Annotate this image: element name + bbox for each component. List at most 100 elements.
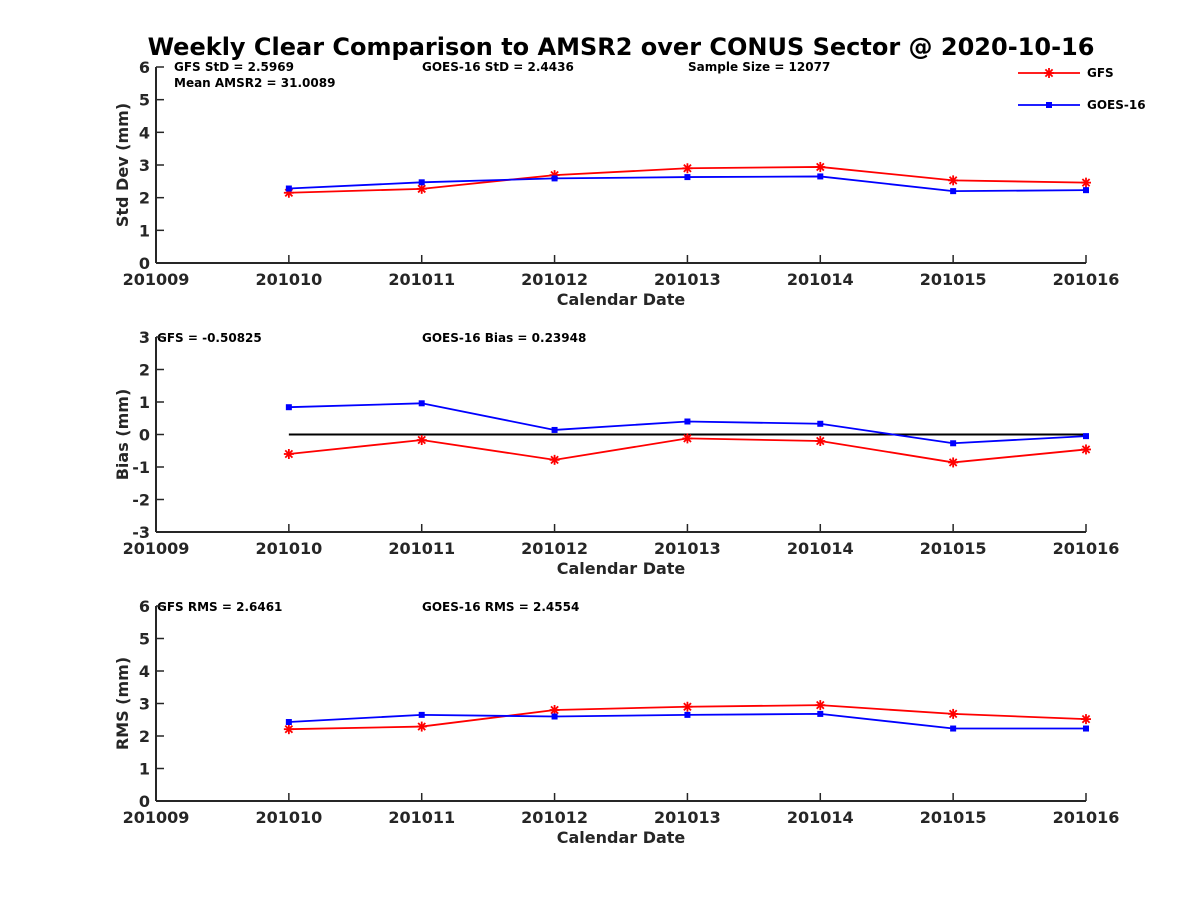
- y-tick-label: 2: [139, 361, 150, 380]
- x-tick-label: 201013: [654, 808, 721, 827]
- x-tick-label: 201012: [521, 539, 588, 558]
- y-tick-label: 1: [139, 760, 150, 779]
- data-point-goes-16: [950, 188, 957, 195]
- y-tick-label: 1: [139, 221, 150, 240]
- y-axis-label: Bias (mm): [113, 389, 132, 481]
- y-tick-label: 1: [139, 393, 150, 412]
- data-point-gfs: [549, 454, 560, 465]
- x-tick-label: 201010: [255, 808, 322, 827]
- data-point-goes-16: [285, 404, 292, 411]
- y-tick-label: 0: [139, 792, 150, 811]
- data-point-goes-16: [817, 173, 824, 180]
- data-point-goes-16: [684, 418, 691, 425]
- data-point-gfs: [283, 449, 294, 459]
- data-point-gfs: [1081, 177, 1091, 188]
- x-tick-label: 201015: [920, 270, 987, 289]
- x-tick-label: 201011: [388, 270, 455, 289]
- panel-bias: GFS = -0.50825 GOES-16 Bias = 0.23948 20…: [113, 328, 1119, 578]
- y-tick-label: -2: [132, 491, 150, 510]
- y-tick-label: -1: [132, 458, 150, 477]
- x-tick-label: 201016: [1053, 808, 1120, 827]
- stat-gfs-bias: GFS = -0.50825: [157, 331, 262, 345]
- data-point-gfs: [283, 724, 294, 735]
- data-point-gfs: [682, 163, 693, 174]
- data-point-gfs: [948, 457, 959, 468]
- x-tick-label: 201014: [787, 539, 854, 558]
- x-tick-label: 201015: [920, 808, 987, 827]
- legend-marker-gfs: [1044, 68, 1054, 78]
- panel-rms: GFS RMS = 2.6461 GOES-16 RMS = 2.4554 20…: [113, 597, 1119, 847]
- data-point-goes-16: [817, 710, 824, 717]
- stat-gfs-std: GFS StD = 2.5969: [174, 60, 294, 74]
- data-point-goes-16: [1083, 433, 1089, 440]
- data-point-gfs: [416, 721, 427, 732]
- x-tick-label: 201009: [123, 270, 190, 289]
- x-tick-label: 201010: [255, 270, 322, 289]
- stat-sample-size: Sample Size = 12077: [688, 60, 830, 74]
- data-point-gfs: [549, 705, 560, 715]
- y-tick-label: 0: [139, 254, 150, 273]
- data-point-gfs: [682, 701, 693, 712]
- y-tick-label: 3: [139, 156, 150, 175]
- data-point-gfs: [1081, 444, 1091, 455]
- x-tick-label: 201014: [787, 270, 854, 289]
- x-tick-label: 201009: [123, 539, 190, 558]
- stat-mean-amsr2: Mean AMSR2 = 31.0089: [174, 76, 335, 90]
- x-tick-label: 201016: [1053, 270, 1120, 289]
- data-point-gfs: [948, 175, 959, 186]
- chart-title: Weekly Clear Comparison to AMSR2 over CO…: [148, 33, 1095, 61]
- data-point-goes-16: [817, 420, 824, 427]
- x-tick-label: 201009: [123, 808, 190, 827]
- data-point-gfs: [815, 161, 826, 172]
- data-point-gfs: [682, 433, 693, 444]
- y-tick-label: 4: [139, 123, 150, 142]
- data-point-gfs: [815, 700, 826, 711]
- legend-marker-goes-16: [1046, 102, 1052, 108]
- x-tick-label: 201011: [388, 808, 455, 827]
- x-axis-label: Calendar Date: [557, 290, 686, 309]
- data-point-goes-16: [418, 400, 425, 407]
- stat-goes16-std: GOES-16 StD = 2.4436: [422, 60, 574, 74]
- y-tick-label: 5: [139, 91, 150, 110]
- x-tick-label: 201014: [787, 808, 854, 827]
- data-point-goes-16: [950, 725, 957, 732]
- data-point-gfs: [1081, 714, 1091, 725]
- x-tick-label: 201013: [654, 270, 721, 289]
- stat-gfs-rms: GFS RMS = 2.6461: [157, 600, 282, 614]
- data-point-goes-16: [285, 185, 292, 192]
- y-tick-label: 3: [139, 695, 150, 714]
- y-axis-label: Std Dev (mm): [113, 103, 132, 227]
- x-tick-label: 201010: [255, 539, 322, 558]
- y-tick-label: 6: [139, 597, 150, 616]
- data-point-goes-16: [551, 713, 558, 720]
- x-axis-label: Calendar Date: [557, 828, 686, 847]
- y-tick-label: 2: [139, 189, 150, 208]
- y-tick-label: 6: [139, 58, 150, 77]
- y-axis-label: RMS (mm): [113, 657, 132, 750]
- data-point-goes-16: [684, 174, 691, 181]
- data-point-goes-16: [551, 175, 558, 182]
- y-tick-label: 4: [139, 662, 150, 681]
- data-point-goes-16: [950, 440, 957, 447]
- data-point-goes-16: [1083, 725, 1089, 732]
- y-tick-label: -3: [132, 523, 150, 542]
- legend: GFS GOES-16: [1018, 66, 1146, 112]
- y-tick-label: 2: [139, 727, 150, 746]
- legend-label-goes-16: GOES-16: [1087, 98, 1146, 112]
- data-point-gfs: [416, 435, 427, 446]
- data-point-goes-16: [418, 179, 425, 186]
- x-tick-label: 201016: [1053, 539, 1120, 558]
- x-tick-label: 201013: [654, 539, 721, 558]
- y-tick-label: 5: [139, 630, 150, 649]
- data-point-gfs: [815, 436, 826, 446]
- x-tick-label: 201011: [388, 539, 455, 558]
- data-point-goes-16: [1083, 187, 1089, 194]
- data-point-gfs: [416, 183, 427, 194]
- data-point-goes-16: [418, 711, 425, 718]
- x-tick-label: 201015: [920, 539, 987, 558]
- stat-goes16-rms: GOES-16 RMS = 2.4554: [422, 600, 579, 614]
- x-tick-label: 201012: [521, 808, 588, 827]
- stat-goes16-bias: GOES-16 Bias = 0.23948: [422, 331, 586, 345]
